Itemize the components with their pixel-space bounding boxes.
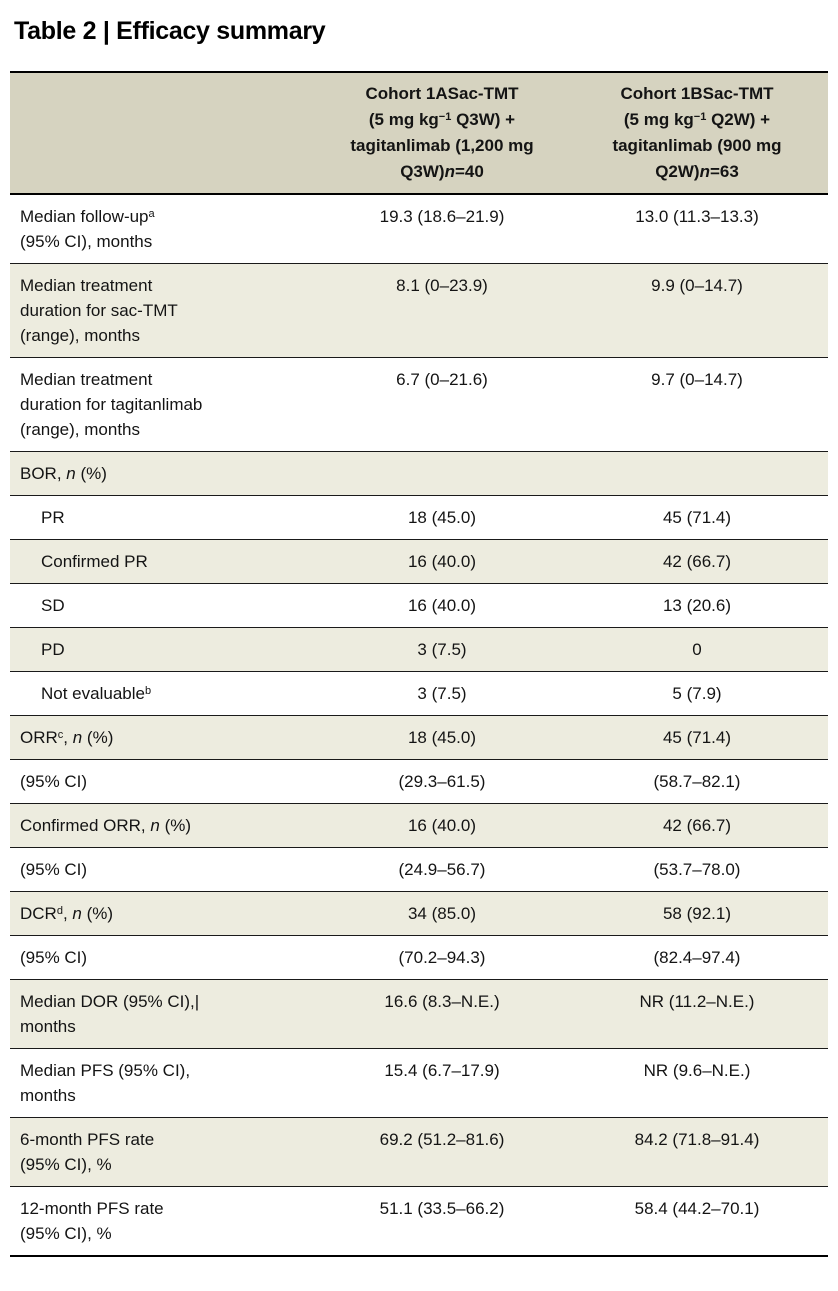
row-label: Confirmed ORR, n (%) [10,803,318,848]
table-row: SD 16 (40.0) 13 (20.6) [10,583,828,628]
row-value: 19.3 (18.6–21.9) [318,194,566,264]
row-value: (70.2–94.3) [318,935,566,980]
row-label: Median DOR (95% CI),| months [10,979,318,1049]
table-row: DCRd, n (%) 34 (85.0) 58 (92.1) [10,891,828,936]
row-value: 58 (92.1) [566,891,828,936]
row-value: (29.3–61.5) [318,759,566,804]
row-value: (58.7–82.1) [566,759,828,804]
column-header-cohort-1b: Cohort 1BSac-TMT (5 mg kg−1 Q2W) + tagitan… [566,72,828,195]
row-label: 6-month PFS rate (95% CI), % [10,1117,318,1187]
row-value: 45 (71.4) [566,495,828,540]
row-value: 5 (7.9) [566,671,828,716]
table-row: Median DOR (95% CI),| months 16.6 (8.3–N.E… [10,979,828,1049]
row-label: Confirmed PR [10,539,318,584]
row-value: 42 (66.7) [566,803,828,848]
row-value: 15.4 (6.7–17.9) [318,1048,566,1118]
row-value: 9.9 (0–14.7) [566,263,828,358]
row-value: 16.6 (8.3–N.E.) [318,979,566,1049]
row-value: NR (9.6–N.E.) [566,1048,828,1118]
row-value: 3 (7.5) [318,627,566,672]
table-row: PD 3 (7.5) 0 [10,627,828,672]
table-row: PR 18 (45.0) 45 (71.4) [10,495,828,540]
row-label: (95% CI) [10,759,318,804]
row-label: (95% CI) [10,847,318,892]
row-label: PD [10,627,318,672]
row-value [566,451,828,496]
row-value [318,451,566,496]
table-row: 12-month PFS rate (95% CI), % 51.1 (33.5–6… [10,1187,828,1257]
table-row: Median treatment duration for sac-TMT (ran… [10,263,828,358]
row-value: 13 (20.6) [566,583,828,628]
row-value: 16 (40.0) [318,803,566,848]
row-value: 42 (66.7) [566,539,828,584]
table-header: Cohort 1ASac-TMT (5 mg kg−1 Q3W) + tagitan… [10,72,828,195]
row-label: Median PFS (95% CI), months [10,1048,318,1118]
table-row: (95% CI) (29.3–61.5) (58.7–82.1) [10,759,828,804]
table-row: Median follow-upa (95% CI), months 19.3 (1… [10,194,828,264]
table-row: 6-month PFS rate (95% CI), % 69.2 (51.2–81… [10,1117,828,1187]
column-header-empty [10,72,318,195]
efficacy-summary-table: Cohort 1ASac-TMT (5 mg kg−1 Q3W) + tagitan… [10,71,828,1257]
row-value: 18 (45.0) [318,715,566,760]
row-label: (95% CI) [10,935,318,980]
row-label: 12-month PFS rate (95% CI), % [20,1199,164,1243]
table-row: BOR, n (%) [10,451,828,496]
table-row: (95% CI) (24.9–56.7) (53.7–78.0) [10,847,828,892]
row-label: Median treatment duration for sac-TMT (ran… [10,263,318,358]
row-value: 69.2 (51.2–81.6) [318,1117,566,1187]
row-value: 58.4 (44.2–70.1) [634,1199,760,1218]
table-row: Median treatment duration for tagitanlima… [10,357,828,452]
row-value: 16 (40.0) [318,583,566,628]
row-value: 9.7 (0–14.7) [566,357,828,452]
row-value: 13.0 (11.3–13.3) [566,194,828,264]
row-value: 3 (7.5) [318,671,566,716]
row-value: 0 [566,627,828,672]
table-row: Not evaluableb 3 (7.5) 5 (7.9) [10,671,828,716]
table-row: (95% CI) (70.2–94.3) (82.4–97.4) [10,935,828,980]
row-value: 16 (40.0) [318,539,566,584]
row-value: (24.9–56.7) [318,847,566,892]
table-row: ORRc, n (%) 18 (45.0) 45 (71.4) [10,715,828,760]
row-value: 84.2 (71.8–91.4) [566,1117,828,1187]
row-value: 6.7 (0–21.6) [318,357,566,452]
row-label: DCRd, n (%) [10,891,318,936]
table-row: Confirmed ORR, n (%) 16 (40.0) 42 (66.7) [10,803,828,848]
table-row: Median PFS (95% CI), months 15.4 (6.7–17.9… [10,1048,828,1118]
row-label: BOR, n (%) [10,451,318,496]
page: Table 2 | Efficacy summary Cohort 1ASac-… [0,15,838,1257]
row-label: Median treatment duration for tagitanlima… [10,357,318,452]
row-label: Not evaluableb [10,671,318,716]
row-value: (82.4–97.4) [566,935,828,980]
row-value: (53.7–78.0) [566,847,828,892]
row-label: ORRc, n (%) [10,715,318,760]
row-label: Median follow-upa (95% CI), months [10,194,318,264]
row-value: 51.1 (33.5–66.2) [379,1199,505,1218]
table-body: Median follow-upa (95% CI), months 19.3 (1… [10,194,828,1256]
row-value: NR (11.2–N.E.) [566,979,828,1049]
row-value: 8.1 (0–23.9) [318,263,566,358]
table-row: Confirmed PR 16 (40.0) 42 (66.7) [10,539,828,584]
header-row: Cohort 1ASac-TMT (5 mg kg−1 Q3W) + tagitan… [10,72,828,195]
table-title: Table 2 | Efficacy summary [14,17,326,45]
row-value: 34 (85.0) [318,891,566,936]
row-value: 18 (45.0) [318,495,566,540]
row-label: PR [10,495,318,540]
row-value: 45 (71.4) [566,715,828,760]
row-label: SD [10,583,318,628]
column-header-cohort-1a: Cohort 1ASac-TMT (5 mg kg−1 Q3W) + tagitan… [318,72,566,195]
